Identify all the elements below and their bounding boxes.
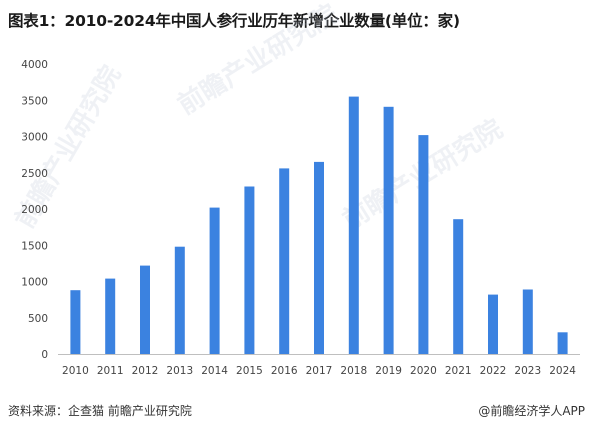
x-tick-label: 2023 <box>514 365 541 377</box>
bar-2010 <box>70 290 81 354</box>
y-tick-label: 4000 <box>21 59 48 71</box>
x-tick-label: 2020 <box>410 365 437 377</box>
x-tick-label: 2013 <box>166 365 193 377</box>
brand-credit: @前瞻经济学人APP <box>478 402 585 419</box>
bar-2014 <box>209 207 220 354</box>
y-tick-label: 1500 <box>21 240 48 252</box>
bar-2016 <box>279 168 290 354</box>
bar-2017 <box>314 161 324 354</box>
brand-text: @前瞻经济学人APP <box>478 404 585 418</box>
y-tick-label: 1000 <box>21 277 48 289</box>
y-tick-label: 500 <box>28 313 48 325</box>
bar-2015 <box>244 186 255 354</box>
x-tick-label: 2010 <box>62 365 89 377</box>
bar-2021 <box>453 219 464 354</box>
chart-title: 图表1：2010-2024年中国人参行业历年新增企业数量(单位：家) <box>8 12 460 30</box>
x-tick-label: 2022 <box>480 365 507 377</box>
x-tick-label: 2018 <box>340 365 367 377</box>
source-note: 资料来源：企查猫 前瞻产业研究院 <box>8 404 192 418</box>
bar-2024 <box>557 332 568 355</box>
x-tick-label: 2014 <box>201 365 228 377</box>
bar-2023 <box>522 289 533 354</box>
x-tick-label: 2024 <box>549 365 576 377</box>
bar-2011 <box>105 278 116 354</box>
bar-2019 <box>383 106 394 354</box>
y-tick-label: 3500 <box>21 95 48 107</box>
y-axis-ticks: 0 500 1000 1500 2000 2500 3000 3500 4000 <box>21 59 48 361</box>
bars <box>70 96 568 355</box>
bar-2018 <box>348 96 359 354</box>
x-tick-label: 2015 <box>236 365 263 377</box>
x-tick-label: 2019 <box>375 365 402 377</box>
bar-2022 <box>488 294 498 354</box>
y-tick-label: 2500 <box>21 168 48 180</box>
x-tick-label: 2017 <box>306 365 333 377</box>
bar-2020 <box>418 135 429 354</box>
x-tick-label: 2012 <box>132 365 159 377</box>
footer: 资料来源：企查猫 前瞻产业研究院 @前瞻经济学人APP <box>0 402 593 426</box>
x-tick-label: 2021 <box>445 365 472 377</box>
y-tick-label: 0 <box>41 349 48 361</box>
y-tick-label: 3000 <box>21 132 48 144</box>
watermark-text: 前瞻产业研究院 <box>172 0 343 121</box>
bar-2012 <box>140 265 150 354</box>
bar-2013 <box>174 246 185 354</box>
x-tick-label: 2011 <box>97 365 124 377</box>
x-axis-ticks: 2010 2011 2012 2013 2014 2015 2016 2017 2018 2019… <box>62 365 576 377</box>
x-tick-label: 2016 <box>271 365 298 377</box>
y-tick-label: 2000 <box>21 204 48 216</box>
